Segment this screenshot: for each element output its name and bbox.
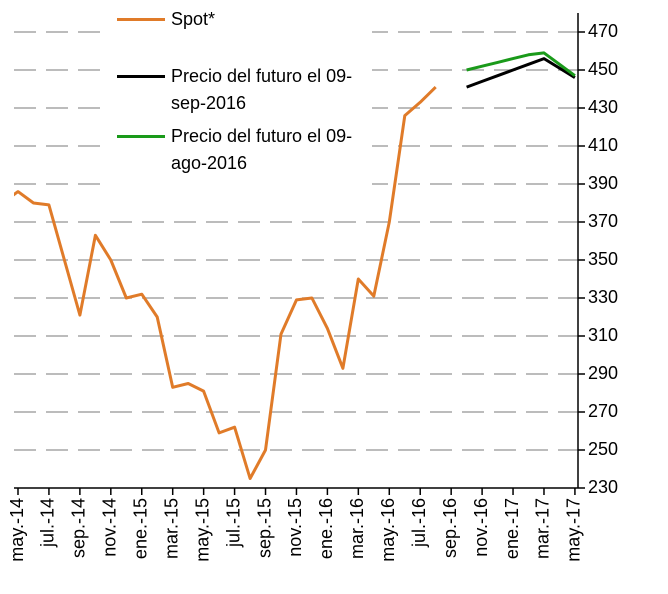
x-tick-label: jul.-14 <box>38 498 58 548</box>
legend-label: Spot* <box>171 9 216 29</box>
x-tick-label: nov.-16 <box>471 498 491 557</box>
x-tick-label: ene.-16 <box>316 498 336 559</box>
y-tick-label: 290 <box>588 363 618 383</box>
legend: Spot* Precio del futuro el 09-sep-2016 Pre… <box>100 0 372 186</box>
legend-swatch <box>117 75 165 78</box>
y-tick-label: 270 <box>588 401 618 421</box>
y-tick-label: 250 <box>588 439 618 459</box>
x-tick-label: may.-17 <box>564 498 584 562</box>
legend-label: Precio del futuro el 09-sep-2016 <box>171 66 353 113</box>
legend-swatch <box>117 135 165 138</box>
x-tick-label: nov.-15 <box>285 498 305 557</box>
x-tick-label: mar.-16 <box>347 498 367 559</box>
x-tick-label: sep.-16 <box>440 498 460 558</box>
x-tick-label: mar.-17 <box>533 498 553 559</box>
y-tick-label: 370 <box>588 211 618 231</box>
x-tick-label: ene.-15 <box>131 498 151 559</box>
legend-swatch <box>117 18 165 21</box>
legend-item: Spot* <box>117 6 371 33</box>
legend-item: Precio del futuro el 09-ago-2016 <box>117 123 371 177</box>
series-line <box>466 57 576 89</box>
legend-label: Precio del futuro el 09-ago-2016 <box>171 126 353 173</box>
x-tick-label: may.-15 <box>192 498 212 562</box>
x-tick-label: nov.-14 <box>100 498 120 557</box>
x-tick-label: sep.-15 <box>254 498 274 558</box>
series-line <box>14 86 437 480</box>
x-tick-label: jul.-15 <box>223 498 243 548</box>
x-tick-label: may.-14 <box>7 498 27 562</box>
series-line <box>466 51 576 77</box>
y-tick-label: 450 <box>588 59 618 79</box>
y-tick-label: 330 <box>588 287 618 307</box>
legend-item: Precio del futuro el 09-sep-2016 <box>117 63 371 117</box>
x-tick-label: jul.-16 <box>409 498 429 548</box>
y-tick-label: 470 <box>588 21 618 41</box>
y-tick-label: 350 <box>588 249 618 269</box>
y-tick-label: 430 <box>588 97 618 117</box>
y-tick-label: 410 <box>588 135 618 155</box>
x-tick-label: ene.-17 <box>502 498 522 559</box>
x-tick-label: sep.-14 <box>69 498 89 558</box>
y-tick-label: 230 <box>588 477 618 497</box>
y-tick-label: 390 <box>588 173 618 193</box>
x-tick-label: may.-16 <box>378 498 398 562</box>
y-tick-label: 310 <box>588 325 618 345</box>
x-tick-label: mar.-15 <box>161 498 181 559</box>
